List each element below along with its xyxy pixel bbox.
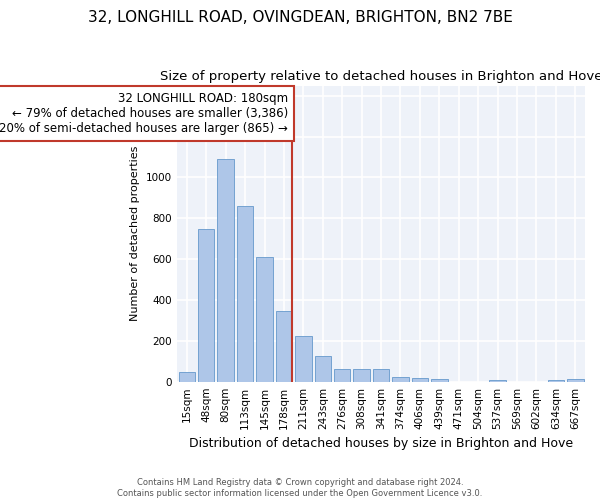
Bar [412,378,428,382]
Bar [275,311,292,382]
Title: Size of property relative to detached houses in Brighton and Hove: Size of property relative to detached ho… [160,70,600,83]
Text: Contains HM Land Registry data © Crown copyright and database right 2024.
Contai: Contains HM Land Registry data © Crown c… [118,478,482,498]
Text: 32 LONGHILL ROAD: 180sqm
← 79% of detached houses are smaller (3,386)
20% of sem: 32 LONGHILL ROAD: 180sqm ← 79% of detach… [0,92,289,134]
Bar [256,257,273,382]
Bar [334,370,350,382]
Bar [567,378,584,382]
Bar [217,159,234,382]
Bar [548,380,564,382]
Bar [490,380,506,382]
Bar [431,378,448,382]
Y-axis label: Number of detached properties: Number of detached properties [130,146,140,322]
Bar [373,370,389,382]
Bar [295,336,311,382]
Bar [353,370,370,382]
Bar [179,372,195,382]
Bar [392,376,409,382]
Bar [237,206,253,382]
Bar [198,228,214,382]
X-axis label: Distribution of detached houses by size in Brighton and Hove: Distribution of detached houses by size … [189,437,573,450]
Bar [314,356,331,382]
Text: 32, LONGHILL ROAD, OVINGDEAN, BRIGHTON, BN2 7BE: 32, LONGHILL ROAD, OVINGDEAN, BRIGHTON, … [88,10,512,25]
